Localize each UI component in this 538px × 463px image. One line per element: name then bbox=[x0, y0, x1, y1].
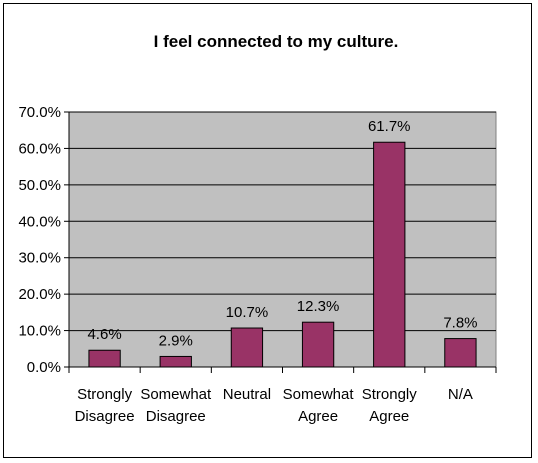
y-tick-label: 60.0% bbox=[18, 140, 61, 157]
plot-background bbox=[68, 111, 497, 368]
data-label: 12.3% bbox=[297, 298, 340, 315]
y-tick-label: 50.0% bbox=[18, 177, 61, 194]
y-tick-label: 40.0% bbox=[18, 213, 61, 230]
bar bbox=[159, 355, 192, 368]
chart-title: I feel connected to my culture. bbox=[154, 32, 399, 51]
bar bbox=[88, 349, 121, 368]
y-tick-label: 0.0% bbox=[27, 359, 61, 376]
data-label: 61.7% bbox=[368, 118, 411, 135]
bar bbox=[230, 327, 264, 368]
bars bbox=[88, 141, 477, 368]
y-tick-label: 10.0% bbox=[18, 323, 61, 340]
x-tick-label: Strongly bbox=[77, 386, 133, 403]
x-tick-label: Strongly bbox=[362, 386, 418, 403]
x-tick-label: Disagree bbox=[146, 408, 206, 425]
bar bbox=[373, 141, 406, 368]
gridlines bbox=[69, 111, 496, 332]
x-tick-label: Agree bbox=[298, 408, 338, 425]
data-label: 4.6% bbox=[87, 326, 121, 343]
x-tick-label: Somewhat bbox=[140, 386, 212, 403]
x-tick-label: Somewhat bbox=[283, 386, 355, 403]
x-tick-label: Disagree bbox=[75, 408, 135, 425]
bar bbox=[444, 338, 477, 368]
x-tick-label: Neutral bbox=[223, 386, 271, 403]
data-labels: 4.6% 2.9% 10.7% 12.3% 61.7% 7.8% bbox=[87, 118, 477, 349]
y-tick-label: 20.0% bbox=[18, 286, 61, 303]
axes bbox=[64, 111, 497, 373]
y-axis-tick-labels: 0.0% 10.0% 20.0% 30.0% 40.0% 50.0% 60.0% 70.0% bbox=[18, 104, 61, 376]
x-tick-label: Agree bbox=[369, 408, 409, 425]
plot-area bbox=[68, 111, 497, 368]
x-tick-label: N/A bbox=[448, 386, 473, 403]
data-label: 10.7% bbox=[226, 304, 269, 321]
y-tick-label: 30.0% bbox=[18, 250, 61, 267]
y-tick-label: 70.0% bbox=[18, 104, 61, 121]
data-label: 7.8% bbox=[443, 315, 477, 332]
data-label: 2.9% bbox=[159, 332, 193, 349]
bar bbox=[301, 321, 335, 368]
x-axis-tick-labels: Strongly Disagree Somewhat Disagree Neutral S… bbox=[75, 386, 473, 425]
